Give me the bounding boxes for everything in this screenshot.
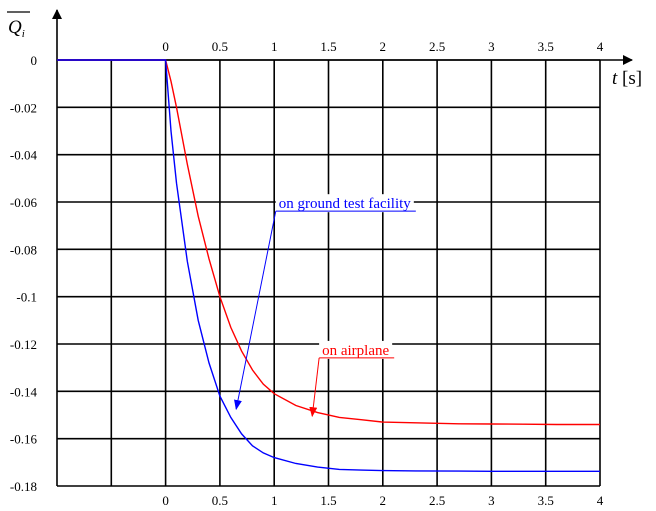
x-tick-label-top: 3 xyxy=(488,39,495,54)
annotation-arrow xyxy=(309,357,320,418)
y-tick-label: 0 xyxy=(31,53,38,68)
y-tick-label: -0.12 xyxy=(10,337,37,352)
x-tick-label-top: 0.5 xyxy=(212,39,228,54)
x-tick-label-top: 4 xyxy=(597,39,604,54)
y-tick-label: -0.18 xyxy=(10,479,37,494)
y-tick-label: -0.08 xyxy=(10,242,37,257)
annotation-label: on airplane xyxy=(322,343,389,359)
series-line-on-airplane xyxy=(57,59,600,426)
x-axis-title: t [s] xyxy=(612,68,642,89)
x-tick-label-top: 1 xyxy=(271,39,278,54)
tick-labels: 0 0 0.5 0.5 1 1 1.5 1.5 2 2 2.5 2.5 3 3 3.5 3.5 4 4 0 -0.02… xyxy=(10,39,604,508)
y-tick-label: -0.02 xyxy=(10,100,37,115)
series-line-on-ground-test-facility xyxy=(57,59,600,472)
y-tick-label: -0.06 xyxy=(10,195,38,210)
annotation-background xyxy=(319,340,393,359)
y-tick-label: -0.16 xyxy=(10,432,38,447)
grid xyxy=(57,59,601,487)
axis-titles: Qi t [s] xyxy=(7,11,642,89)
x-tick-label-bottom: 3.5 xyxy=(538,493,554,508)
x-tick-label-bottom: 4 xyxy=(597,493,604,508)
series-group xyxy=(57,59,600,472)
x-tick-label-top: 2.5 xyxy=(429,39,445,54)
x-tick-label-top: 2 xyxy=(380,39,387,54)
x-tick-label-bottom: 0.5 xyxy=(212,493,228,508)
annotation-background xyxy=(275,194,414,213)
annotation-arrow xyxy=(234,211,277,411)
x-tick-label-bottom: 1.5 xyxy=(320,493,336,508)
x-tick-label-bottom: 2.5 xyxy=(429,493,445,508)
y-tick-label: -0.14 xyxy=(10,384,38,399)
x-tick-label-top: 1.5 xyxy=(320,39,336,54)
x-tick-label-bottom: 2 xyxy=(380,493,387,508)
x-tick-label-bottom: 0 xyxy=(162,493,169,508)
x-tick-label-top: 0 xyxy=(162,39,169,54)
y-tick-label: -0.1 xyxy=(16,290,37,305)
x-tick-label-bottom: 3 xyxy=(488,493,495,508)
y-axis-title: Qi xyxy=(8,17,25,40)
annotations: on ground test facility on airplane xyxy=(234,194,416,418)
x-tick-label-bottom: 1 xyxy=(271,493,278,508)
annotation-label: on ground test facility xyxy=(279,196,412,212)
x-tick-label-top: 3.5 xyxy=(538,39,554,54)
y-tick-label: -0.04 xyxy=(10,148,38,163)
